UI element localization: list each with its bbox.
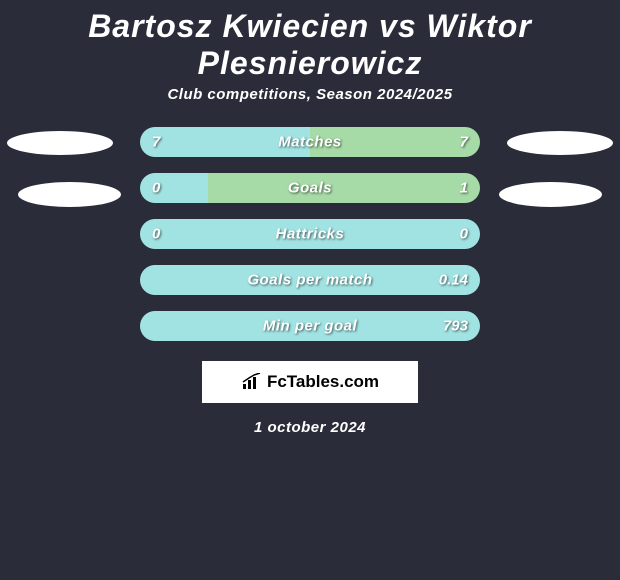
bar-value-right: 793 [443,318,468,335]
player-left-oval-1 [7,131,113,155]
stat-bar: 0 Hattricks 0 [140,219,480,249]
bar-value-right: 0 [460,226,468,243]
bar-value-left: 7 [152,134,160,151]
bar-chart-icon [241,373,263,391]
logo-text: FcTables.com [267,372,379,392]
bar-value-left: 0 [152,180,160,197]
bar-value-right: 0.14 [439,272,468,289]
date-label: 1 october 2024 [0,419,620,436]
bar-label: Goals [288,180,332,197]
bar-label: Matches [278,134,342,151]
bar-label: Goals per match [247,272,372,289]
comparison-infographic: Bartosz Kwiecien vs Wiktor Plesnierowicz… [0,0,620,436]
bar-fill-left [140,173,208,203]
bar-value-right: 7 [460,134,468,151]
stat-bar: 0 Goals 1 [140,173,480,203]
stats-area: 7 Matches 7 0 Goals 1 0 Hattricks 0 Goals per mat… [0,121,620,341]
bar-fill-right [208,173,480,203]
player-right-oval-1 [507,131,613,155]
bar-label: Hattricks [276,226,345,243]
stat-bar: Goals per match 0.14 [140,265,480,295]
page-title: Bartosz Kwiecien vs Wiktor Plesnierowicz [0,0,620,86]
player-left-oval-2 [18,182,121,207]
bar-label: Min per goal [263,318,357,335]
stat-bars: 7 Matches 7 0 Goals 1 0 Hattricks 0 Goals per mat… [140,121,480,341]
stat-bar: 7 Matches 7 [140,127,480,157]
bar-value-left: 0 [152,226,160,243]
player-right-oval-2 [499,182,602,207]
logo-box: FcTables.com [202,361,418,403]
bar-value-right: 1 [460,180,468,197]
stat-bar: Min per goal 793 [140,311,480,341]
subtitle: Club competitions, Season 2024/2025 [0,86,620,121]
